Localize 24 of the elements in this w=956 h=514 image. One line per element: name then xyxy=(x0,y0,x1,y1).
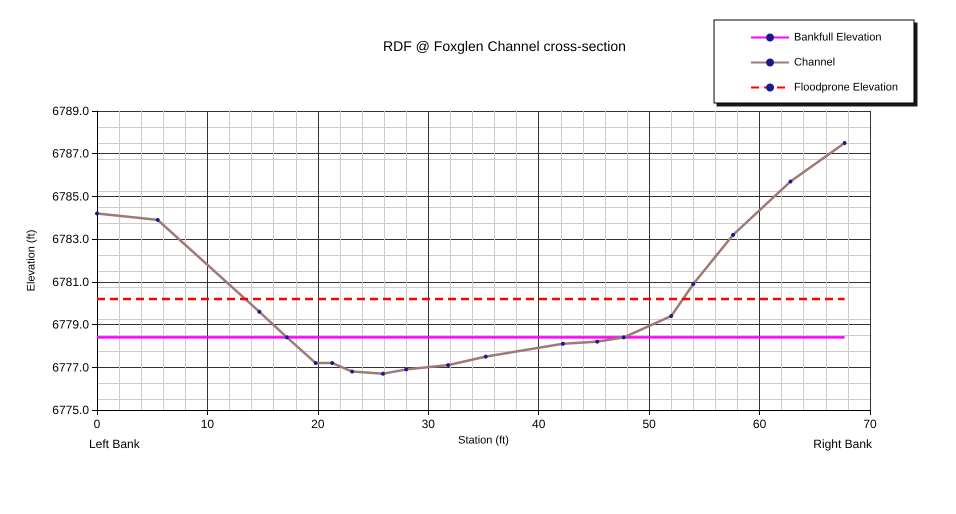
x-tick-label: 10 xyxy=(200,417,214,431)
text: Left Bank xyxy=(89,437,141,451)
chart-title: RDF @ Foxglen Channel cross-section xyxy=(383,38,626,54)
x-tick-label: 20 xyxy=(311,417,325,431)
y-tick-label: 6787.0 xyxy=(52,146,90,161)
y-tick-label: 6785.0 xyxy=(52,189,90,204)
legend-label: Channel xyxy=(794,56,836,68)
text: Right Bank xyxy=(813,437,873,451)
x-tick-label: 0 xyxy=(94,417,101,431)
y-tick-label: 6779.0 xyxy=(52,318,90,332)
legend-label: Floodprone Elevation xyxy=(794,82,898,94)
y-tick-label: 6783.0 xyxy=(52,232,90,246)
x-tick-label: 60 xyxy=(752,417,767,431)
y-tick-label: 6781.0 xyxy=(52,274,90,289)
y-tick-label: 6775.0 xyxy=(52,403,90,417)
x-axis-title: Station (ft) xyxy=(458,434,509,446)
x-tick-label: 30 xyxy=(422,417,436,431)
y-tick-label: 6777.0 xyxy=(52,360,90,374)
x-tick-label: 70 xyxy=(863,417,877,431)
y-axis-title: Elevation (ft) xyxy=(26,230,38,292)
x-tick-label: 40 xyxy=(532,417,546,431)
y-tick-label: 6789.0 xyxy=(52,104,90,118)
legend-label: Bankfull Elevation xyxy=(794,32,882,44)
x-tick-label: 50 xyxy=(642,417,656,431)
